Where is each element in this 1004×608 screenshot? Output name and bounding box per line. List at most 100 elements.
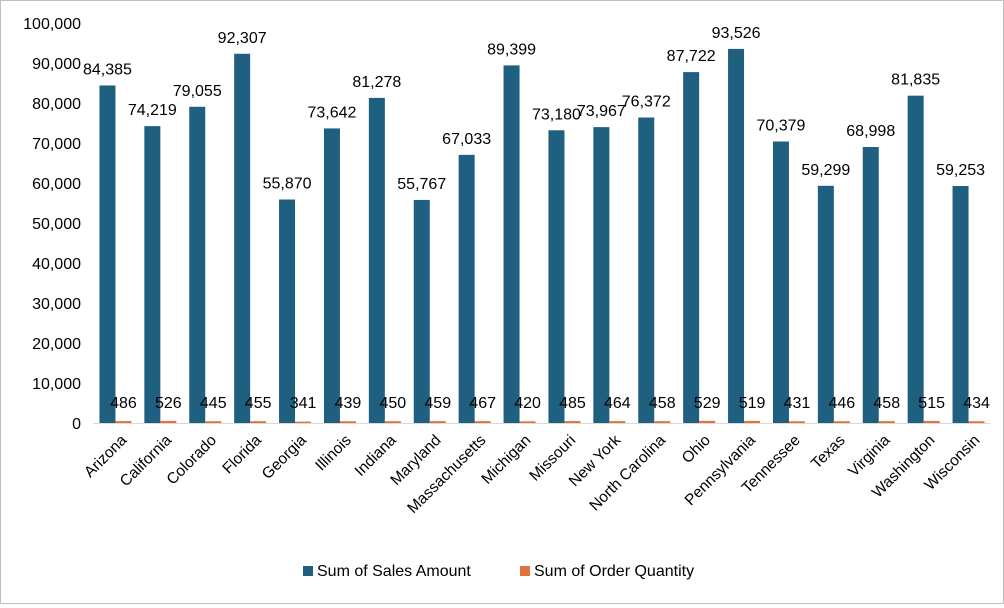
bar-sales-amount[interactable] (234, 53, 251, 423)
data-label-sales-amount: 79,055 (173, 83, 222, 100)
bar-order-quantity[interactable] (968, 421, 985, 423)
bar-sales-amount[interactable] (548, 130, 565, 423)
bar-order-quantity[interactable] (923, 420, 940, 423)
bar-sales-amount[interactable] (907, 95, 924, 423)
y-tick-label: 70,000 (32, 136, 81, 153)
data-labels: 84,385 486 74,219 526 79,055 445 92,307 455 55,8… (83, 25, 990, 412)
y-tick-label: 60,000 (32, 176, 81, 193)
bar-order-quantity[interactable] (699, 420, 716, 423)
legend-swatch (303, 566, 313, 576)
x-category-label: Ohio (679, 432, 714, 467)
data-label-order-quantity: 467 (469, 395, 496, 412)
bar-order-quantity[interactable] (833, 421, 850, 423)
bar-order-quantity[interactable] (339, 421, 356, 423)
y-tick-label: 20,000 (32, 336, 81, 353)
bar-order-quantity[interactable] (519, 421, 536, 423)
y-axis: 0 10,000 20,000 30,000 40,000 50,000 60,000 70,… (23, 16, 81, 433)
bar-order-quantity[interactable] (744, 420, 761, 423)
data-label-order-quantity: 431 (784, 395, 811, 412)
y-tick-label: 40,000 (32, 256, 81, 273)
data-label-sales-amount: 59,253 (936, 162, 985, 179)
bar-order-quantity[interactable] (115, 421, 132, 423)
bar-sales-amount[interactable] (728, 48, 745, 424)
data-label-sales-amount: 74,219 (128, 102, 177, 119)
bar-sales-amount[interactable] (638, 117, 655, 424)
y-tick-label: 10,000 (32, 376, 81, 393)
bar-sales-amount[interactable] (593, 127, 610, 423)
legend-item[interactable]: Sum of Sales Amount (303, 563, 471, 580)
data-label-order-quantity: 341 (290, 395, 317, 412)
data-label-sales-amount: 87,722 (667, 48, 716, 65)
bar-order-quantity[interactable] (160, 420, 177, 423)
data-label-sales-amount: 55,767 (397, 176, 446, 193)
data-label-order-quantity: 450 (379, 395, 406, 412)
bar-sales-amount[interactable] (817, 185, 834, 423)
bar-order-quantity[interactable] (654, 421, 671, 423)
data-label-sales-amount: 81,278 (352, 74, 401, 91)
bar-order-quantity[interactable] (429, 421, 446, 423)
x-category-label: Texas (808, 432, 849, 473)
bar-sales-amount[interactable] (323, 128, 340, 423)
bar-order-quantity[interactable] (609, 421, 626, 423)
data-label-order-quantity: 486 (110, 395, 137, 412)
bar-order-quantity[interactable] (878, 421, 895, 423)
data-label-order-quantity: 519 (739, 395, 766, 412)
legend-swatch (520, 566, 530, 576)
bar-order-quantity[interactable] (474, 421, 491, 423)
data-label-sales-amount: 76,372 (622, 94, 671, 111)
data-label-sales-amount: 67,033 (442, 131, 491, 148)
bar-sales-amount[interactable] (144, 126, 161, 424)
bar-sales-amount[interactable] (368, 97, 385, 423)
bar-order-quantity[interactable] (250, 421, 267, 423)
data-label-sales-amount: 93,526 (712, 25, 761, 42)
bar-sales-amount[interactable] (952, 185, 969, 423)
x-category-label: Georgia (259, 432, 310, 483)
data-label-sales-amount: 68,998 (846, 123, 895, 140)
data-label-order-quantity: 458 (873, 395, 900, 412)
bar-order-quantity[interactable] (384, 421, 401, 423)
bar-sales-amount[interactable] (683, 72, 700, 423)
data-label-order-quantity: 445 (200, 395, 227, 412)
x-category-label: Colorado (164, 432, 221, 489)
bar-sales-amount[interactable] (503, 65, 520, 424)
data-label-order-quantity: 526 (155, 395, 182, 412)
bar-sales-amount[interactable] (99, 85, 116, 424)
legend-item[interactable]: Sum of Order Quantity (520, 563, 694, 580)
y-tick-label: 90,000 (32, 56, 81, 73)
bar-order-quantity[interactable] (564, 421, 581, 423)
legend[interactable]: Sum of Sales Amount Sum of Order Quantity (303, 563, 694, 580)
data-label-order-quantity: 459 (424, 395, 451, 412)
y-tick-label: 0 (72, 416, 81, 433)
bar-sales-amount[interactable] (862, 147, 879, 423)
data-label-order-quantity: 446 (828, 395, 855, 412)
data-label-order-quantity: 458 (649, 395, 676, 412)
bar-sales-amount[interactable] (279, 199, 296, 423)
bar-order-quantity[interactable] (295, 421, 312, 424)
data-label-order-quantity: 434 (963, 395, 990, 412)
data-label-sales-amount: 55,870 (263, 176, 312, 193)
bar-sales-amount[interactable] (413, 199, 430, 423)
y-tick-label: 80,000 (32, 96, 81, 113)
bar-order-quantity[interactable] (788, 421, 805, 423)
data-label-sales-amount: 70,379 (756, 117, 805, 134)
data-label-sales-amount: 59,299 (801, 162, 850, 179)
legend-label: Sum of Order Quantity (534, 563, 694, 580)
data-label-order-quantity: 455 (245, 395, 272, 412)
bar-order-quantity[interactable] (205, 421, 222, 423)
data-label-order-quantity: 485 (559, 395, 586, 412)
x-category-label: Massachusetts (404, 432, 489, 517)
bar-sales-amount[interactable] (458, 154, 475, 424)
x-category-label: Michigan (478, 432, 534, 488)
data-label-sales-amount: 81,835 (891, 72, 940, 89)
data-label-order-quantity: 515 (918, 395, 945, 412)
y-tick-label: 100,000 (23, 16, 81, 33)
data-label-order-quantity: 529 (694, 395, 721, 412)
x-category-label: Illinois (312, 432, 355, 475)
bar-sales-amount[interactable] (772, 141, 789, 423)
bar-sales-amount[interactable] (189, 106, 206, 423)
data-label-sales-amount: 73,967 (577, 103, 626, 120)
data-label-sales-amount: 73,180 (532, 106, 581, 123)
